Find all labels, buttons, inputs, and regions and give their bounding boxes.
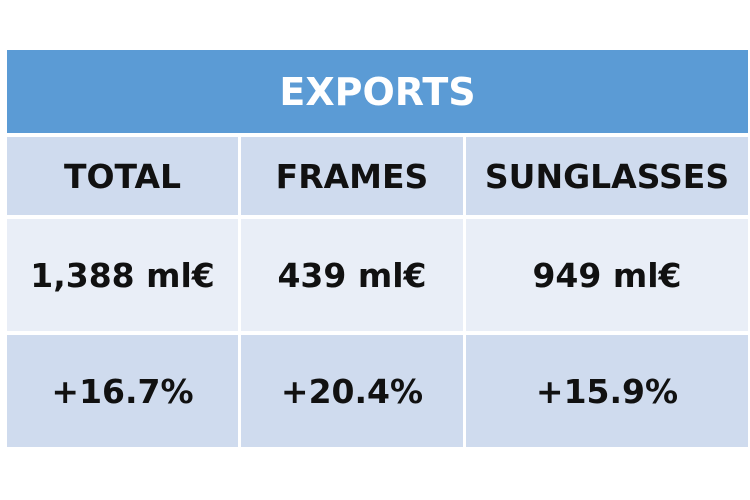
growth-cell: +15.9% [463,335,748,447]
value-row: 1,388 ml€ 439 ml€ 949 ml€ [7,219,748,331]
column-header: FRAMES [238,137,463,215]
table-title: EXPORTS [7,50,748,133]
column-header: TOTAL [7,137,238,215]
value-cell: 949 ml€ [463,219,748,331]
header-row: TOTAL FRAMES SUNGLASSES [7,137,748,215]
growth-row: +16.7% +20.4% +15.9% [7,335,748,447]
value-cell: 439 ml€ [238,219,463,331]
value-cell: 1,388 ml€ [7,219,238,331]
growth-cell: +20.4% [238,335,463,447]
column-header: SUNGLASSES [463,137,748,215]
exports-table-wrap: EXPORTS TOTAL FRAMES SUNGLASSES 1,388 ml… [7,50,748,451]
title-row: EXPORTS [7,50,748,133]
growth-cell: +16.7% [7,335,238,447]
exports-table: EXPORTS TOTAL FRAMES SUNGLASSES 1,388 ml… [7,46,748,451]
